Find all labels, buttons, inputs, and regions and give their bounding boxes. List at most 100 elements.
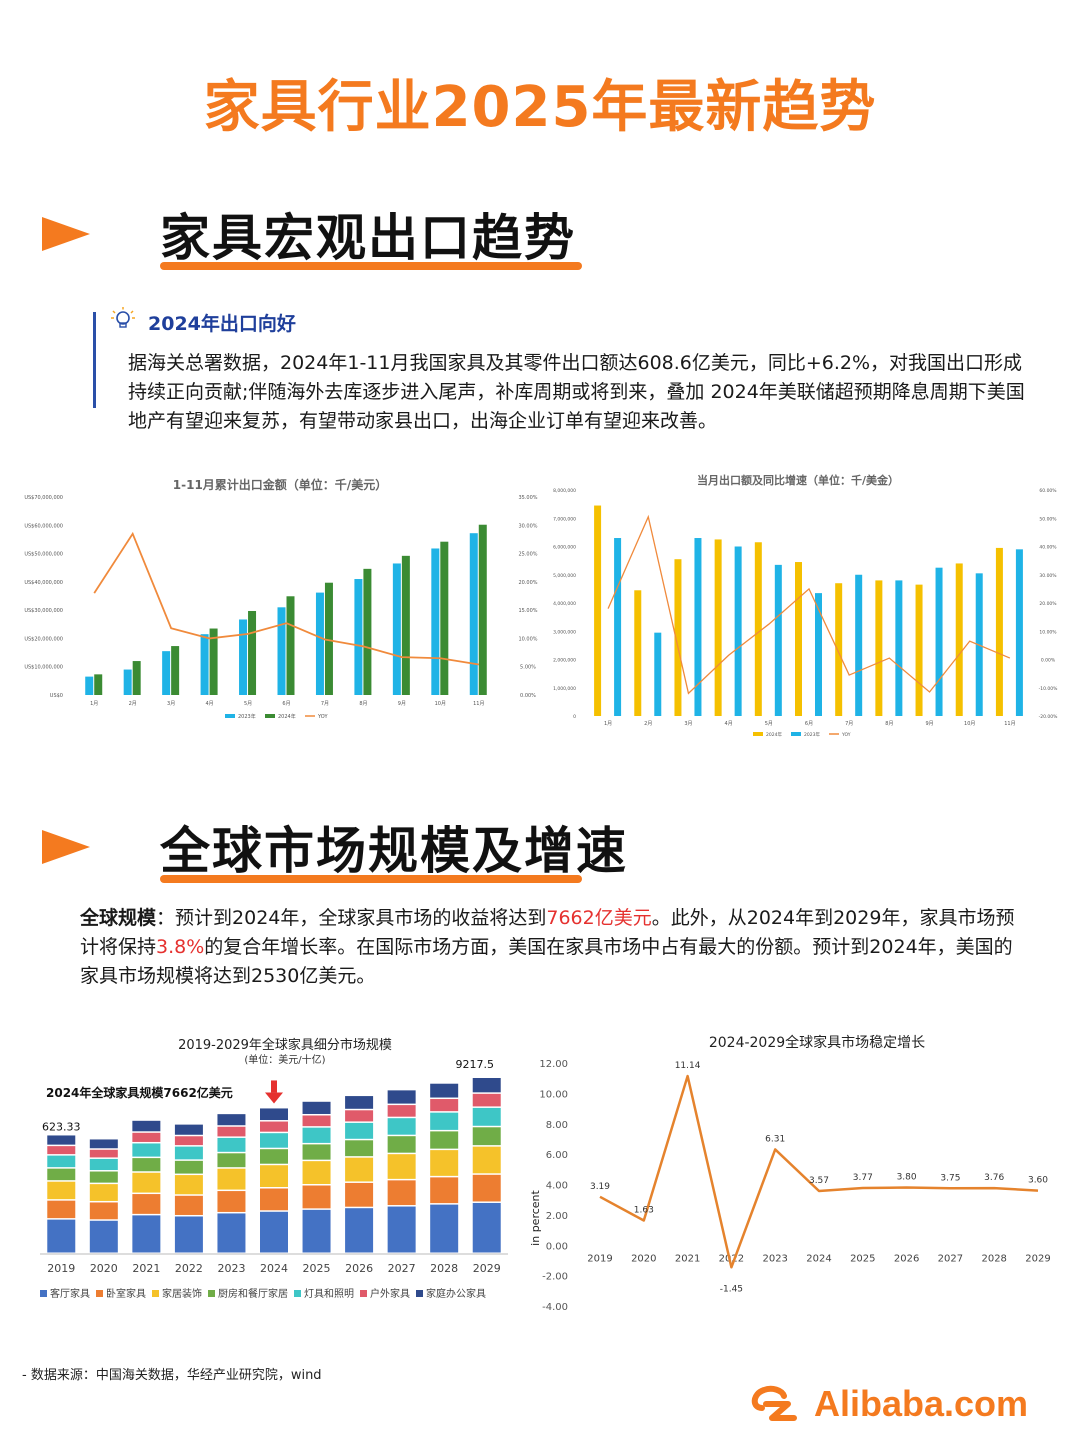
bar-segment-家居装饰	[302, 1161, 331, 1185]
bar-segment-卧室家具	[430, 1177, 459, 1204]
x-tick-label: 2021	[675, 1253, 700, 1264]
data-label: 6.31	[765, 1134, 785, 1144]
x-tick-label: 2019	[47, 1262, 75, 1275]
y-tick-label: 8.00	[546, 1120, 568, 1131]
legend-label: 家庭办公家具	[426, 1287, 486, 1300]
bar-2023年	[315, 592, 324, 695]
legend-swatch	[791, 732, 801, 736]
yoy-line	[93, 531, 479, 666]
bar-segment-卧室家具	[47, 1200, 76, 1219]
y2-tick-label: 0.00%	[520, 693, 536, 699]
y-axis-label: in percent	[529, 1189, 542, 1245]
bar-segment-客厅家具	[174, 1216, 203, 1253]
lightbulb-icon	[111, 307, 135, 328]
bar-segment-灯具和照明	[345, 1122, 374, 1139]
bar-segment-家庭办公家具	[174, 1124, 203, 1135]
chart-title: 2024-2029全球家具市场稳定增长	[709, 1034, 925, 1051]
data-label: 3.80	[897, 1173, 917, 1183]
y2-tick-label: 40.00%	[1039, 545, 1057, 551]
y2-tick-label: 5.00%	[520, 665, 536, 671]
legend-label: YOY	[317, 714, 328, 720]
highlight-arrow-icon	[265, 1092, 283, 1104]
bar-segment-灯具和照明	[302, 1127, 331, 1143]
legend-label: 家居装饰	[162, 1287, 202, 1300]
y2-tick-label: 30.00%	[1039, 573, 1057, 579]
bar-segment-灯具和照明	[430, 1112, 459, 1130]
y-tick-label: 6,000,000	[553, 545, 576, 551]
bar-segment-户外家具	[472, 1093, 501, 1107]
bar-2023年	[855, 574, 863, 716]
x-tick-label: 1月	[90, 701, 98, 707]
y-tick-label: 4,000,000	[553, 601, 576, 607]
bar-segment-客厅家具	[302, 1209, 331, 1253]
legend-label: 2024年	[278, 713, 296, 720]
bar-segment-家庭办公家具	[302, 1101, 331, 1114]
bar-segment-卧室家具	[302, 1185, 331, 1209]
x-tick-label: 2020	[631, 1253, 656, 1264]
bar-segment-家庭办公家具	[260, 1108, 288, 1121]
bar-segment-户外家具	[217, 1126, 246, 1137]
bar-2023年	[774, 564, 782, 716]
bar-2023年	[469, 533, 478, 695]
bar-2024年	[248, 610, 257, 695]
legend-swatch	[96, 1290, 103, 1297]
bar-segment-家居装饰	[472, 1146, 501, 1174]
bar-2024年	[286, 596, 295, 695]
bar-segment-灯具和照明	[89, 1158, 118, 1171]
data-label: 3.57	[809, 1176, 829, 1186]
bar-segment-家庭办公家具	[217, 1114, 246, 1126]
legend-swatch	[360, 1290, 367, 1297]
bar-segment-家居装饰	[174, 1175, 203, 1195]
paragraph-text-3: 的复合年增长率。在国际市场方面，美国在家具市场中占有最大的份额。预计到2024年…	[80, 936, 1013, 987]
bar-2023年	[694, 538, 702, 716]
bar-segment-家居装饰	[47, 1181, 76, 1200]
bar-segment-厨房和餐厅家居	[260, 1149, 288, 1164]
bar-segment-卧室家具	[89, 1202, 118, 1220]
bar-2024年	[171, 646, 180, 695]
y-tick-label: US$50,000,000	[24, 552, 63, 558]
x-tick-label: 11月	[473, 701, 484, 707]
bar-2024年	[674, 559, 682, 716]
highlight-revenue: 7662亿美元	[546, 907, 652, 929]
y2-tick-label: 50.00%	[1039, 516, 1057, 522]
bar-2024年	[875, 580, 883, 716]
data-label: -1.45	[720, 1284, 743, 1294]
bar-segment-家居装饰	[345, 1157, 374, 1182]
y2-tick-label: -20.00%	[1039, 714, 1059, 720]
first-value-label: 623.33	[42, 1120, 81, 1133]
x-tick-label: 2028	[430, 1262, 458, 1275]
x-tick-label: 2019	[587, 1253, 612, 1264]
legend-label: 卧室家具	[106, 1287, 146, 1300]
bar-segment-厨房和餐厅家居	[174, 1160, 203, 1174]
annotation-label: 2024年全球家具规模7662亿美元	[46, 1085, 233, 1100]
y-tick-label: 6.00	[546, 1150, 568, 1161]
x-tick-label: 10月	[435, 701, 446, 707]
data-label: 3.19	[590, 1182, 610, 1192]
bar-2024年	[995, 547, 1003, 716]
bar-segment-户外家具	[132, 1132, 161, 1142]
bar-segment-户外家具	[260, 1121, 288, 1132]
data-label: 3.77	[853, 1173, 873, 1183]
bar-2023年	[1015, 549, 1023, 716]
bar-2024年	[955, 563, 963, 716]
bar-segment-客厅家具	[430, 1204, 459, 1253]
bar-2023年	[162, 651, 171, 695]
bar-segment-户外家具	[47, 1146, 76, 1155]
y2-tick-label: -10.00%	[1039, 686, 1059, 692]
bar-segment-家居装饰	[430, 1150, 459, 1176]
data-source: - 数据来源：中国海关数据，华经产业研究院，wind	[22, 1368, 322, 1383]
section-1-paragraph: 据海关总署数据，2024年1-11月我国家具及其零件出口额达608.6亿美元，同…	[128, 352, 1025, 432]
bar-2024年	[132, 661, 141, 695]
bar-2024年	[209, 628, 218, 695]
y-tick-label: 1,000,000	[553, 686, 576, 692]
x-tick-label: 2021	[132, 1262, 160, 1275]
bar-2023年	[354, 579, 363, 695]
bar-2023年	[239, 619, 248, 695]
x-tick-label: 3月	[167, 701, 175, 707]
bar-segment-客厅家具	[47, 1219, 76, 1253]
bar-segment-家庭办公家具	[132, 1120, 161, 1132]
y-tick-label: -4.00	[542, 1302, 568, 1313]
legend-swatch	[40, 1290, 47, 1297]
bar-segment-家庭办公家具	[387, 1090, 416, 1104]
y-tick-label: US$20,000,000	[24, 636, 63, 642]
